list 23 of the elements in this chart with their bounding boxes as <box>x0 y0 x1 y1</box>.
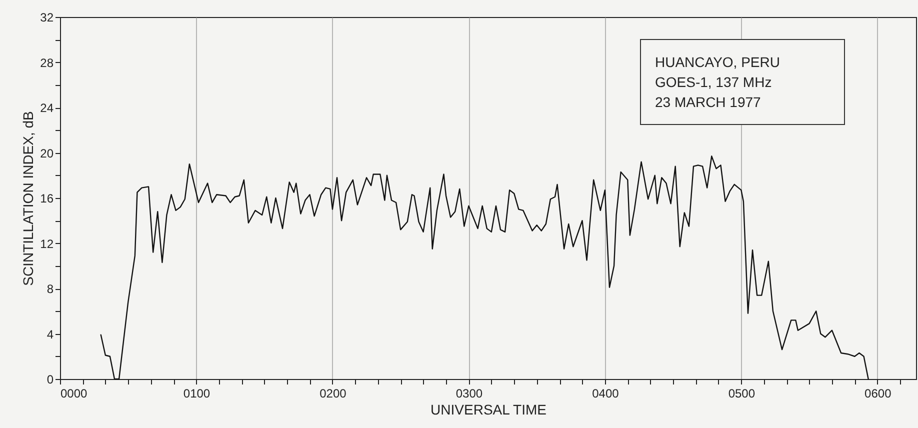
y-tick-label: 4 <box>46 327 54 342</box>
x-tick-label: 0300 <box>456 386 483 400</box>
x-tick-label: 0600 <box>864 386 892 400</box>
x-tick-label: 0200 <box>320 386 347 400</box>
y-tick-label: 24 <box>40 101 54 115</box>
note-box: HUANCAYO, PERU GOES-1, 137 MHz 23 MARCH 1977 <box>640 39 845 125</box>
x-tick-label: 0400 <box>592 386 620 400</box>
annotation: GOES-1, 137 MHz <box>654 73 773 92</box>
annotation: HUANCAYO, PERU <box>654 53 781 72</box>
y-tick-label: 28 <box>40 56 54 70</box>
line-series <box>100 156 869 380</box>
y-axis-title: SCINTILLATION INDEX, dB <box>20 111 36 286</box>
y-tick-label: 20 <box>40 146 54 160</box>
y-tick-label: 32 <box>40 10 54 24</box>
y-tick-label: 0 <box>46 372 54 386</box>
x-tick-label: 0000 <box>60 386 88 400</box>
y-tick-label: 16 <box>40 192 54 206</box>
annotation: 23 MARCH 1977 <box>654 93 762 112</box>
x-tick-label: 0500 <box>728 386 756 400</box>
x-tick-label: 0100 <box>183 386 210 400</box>
y-tick-label: 12 <box>40 236 54 251</box>
x-axis-title: UNIVERSAL TIME <box>430 402 546 418</box>
y-tick-label: 8 <box>46 282 54 296</box>
